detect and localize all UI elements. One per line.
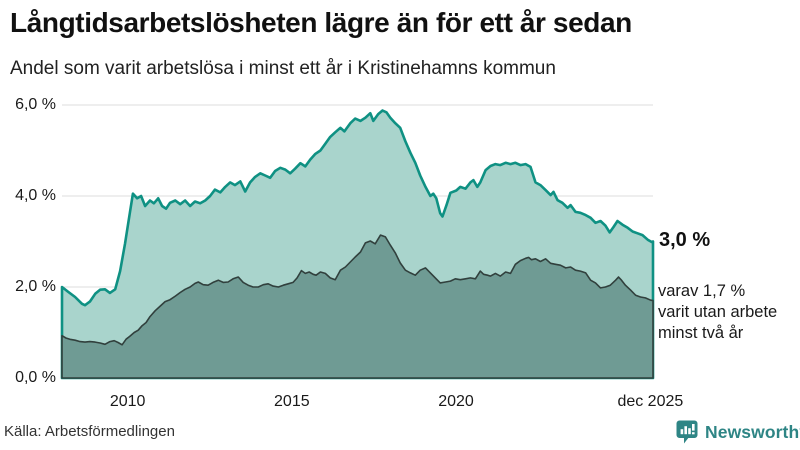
page-title: Långtidsarbetslösheten lägre än för ett … <box>10 7 632 38</box>
series-end-value-label: 3,0 % <box>659 228 711 251</box>
y-axis-tick-label: 4,0 % <box>15 187 56 204</box>
x-axis-tick-label: 2015 <box>274 393 310 410</box>
annotation-line: minst två år <box>658 324 744 342</box>
brand-name: Newsworthy <box>705 422 800 442</box>
x-axis-tick-label: dec 2025 <box>617 393 684 410</box>
annotation-line: varav 1,7 % <box>658 282 746 300</box>
y-axis-tick-label: 0,0 % <box>15 369 56 386</box>
x-axis-tick-label: 2010 <box>109 393 146 410</box>
x-axis-tick-label: 2020 <box>438 393 474 410</box>
series-end-sub-annotation: varav 1,7 % varit utan arbete minst två … <box>658 281 798 344</box>
y-axis-tick-label: 6,0 % <box>15 96 56 113</box>
annotation-line: varit utan arbete <box>658 303 778 321</box>
y-axis-tick-label: 2,0 % <box>15 278 56 295</box>
page-subtitle: Andel som varit arbetslösa i minst ett å… <box>10 58 556 79</box>
bar-chart-speech-bubble-icon <box>676 420 699 445</box>
newsworthy-logo[interactable]: Newsworthy <box>676 420 800 445</box>
source-attribution: Källa: Arbetsförmedlingen <box>4 423 175 440</box>
